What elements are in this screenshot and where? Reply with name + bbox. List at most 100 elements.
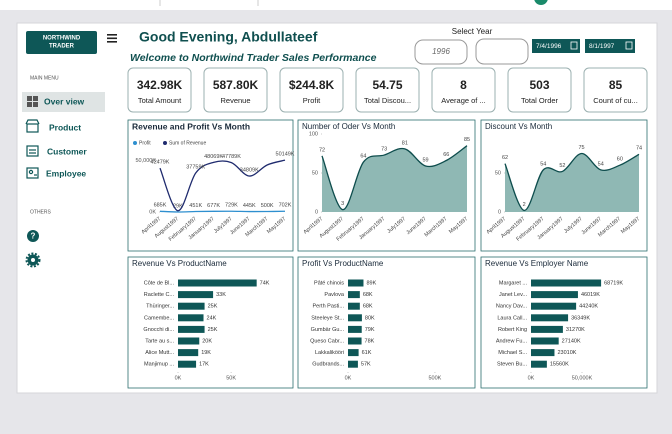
data-label: 68K (363, 304, 373, 310)
y-tick-label: Nancy Dav... (496, 304, 528, 310)
y-tick-label: 0 (315, 209, 318, 215)
y-tick-label: Thüringer... (146, 304, 174, 310)
y-tick-label: Alice Mutt... (145, 350, 174, 356)
data-label: 64 (360, 154, 366, 160)
employee-icon (26, 167, 39, 179)
x-tick-label: 500K (428, 375, 441, 381)
y-tick-label: Robert King (498, 327, 527, 333)
calendar-icon (570, 41, 578, 50)
overview-icon (27, 96, 38, 107)
y-tick-label: Steeleye St... (311, 315, 344, 321)
bar (178, 291, 214, 299)
bar (531, 337, 559, 345)
y-tick-label: Gudbrands... (312, 362, 344, 368)
data-label: 57K (361, 362, 371, 368)
chart-title: Number of Oder Vs Month (302, 122, 395, 131)
bar (531, 291, 578, 299)
section-label: OTHERS (30, 209, 52, 215)
y-tick-label: 50 (495, 170, 501, 176)
data-label: 36349K (571, 315, 590, 321)
data-label: 74K (260, 280, 270, 286)
nav-item[interactable]: Customer (47, 146, 87, 156)
help-icon[interactable]: ? (27, 230, 39, 242)
kpi-label: Total Order (521, 96, 559, 105)
data-label: 78K (365, 338, 375, 344)
nav-item[interactable]: Product (49, 122, 81, 132)
data-label: 75 (579, 145, 585, 151)
logo[interactable] (26, 31, 97, 54)
y-tick-label: Côte de Bl... (144, 280, 175, 286)
y-tick-label: Queso Cabr... (310, 338, 344, 344)
y-tick-label: Margaret ... (499, 280, 528, 286)
data-label: 729K (225, 203, 238, 209)
product-icon (25, 119, 40, 133)
chart-title: Revenue Vs Employer Name (485, 259, 589, 268)
nav-item[interactable]: Employee (46, 168, 86, 178)
y-tick-label: 50 (312, 170, 318, 176)
y-tick-label: Manjimup ... (144, 362, 174, 368)
data-label: 20K (202, 338, 212, 344)
bar (348, 291, 360, 299)
bar (178, 302, 205, 310)
kpi-value: 503 (529, 78, 549, 92)
settings-icon[interactable] (25, 252, 41, 268)
data-label: 25K (208, 327, 218, 333)
kpi-label: Average of ... (441, 96, 485, 105)
kpi-value: 85 (609, 78, 623, 92)
line (159, 210, 286, 213)
kpi-label: Profit (303, 96, 321, 105)
nav-item[interactable]: Over view (44, 96, 85, 106)
data-label: 68719K (604, 280, 623, 286)
menu-toggle[interactable] (107, 34, 117, 43)
greeting: Good Evening, Abdullateef (139, 29, 318, 45)
kpi-label: Revenue (220, 96, 250, 105)
bar (348, 337, 362, 345)
data-label: 85 (464, 137, 470, 143)
data-label: 37759K (186, 164, 205, 170)
data-label: 33K (216, 292, 226, 298)
y-tick-label: 0 (498, 209, 501, 215)
data-label: 27140K (562, 338, 581, 344)
data-label: 80K (365, 315, 375, 321)
nav-active (22, 92, 105, 112)
chart-panel (297, 256, 476, 389)
data-label: 702K (279, 203, 292, 209)
year-input[interactable] (475, 38, 529, 65)
data-label: 89K (366, 280, 376, 286)
y-tick-label: Tarte au s... (145, 338, 174, 344)
bar (178, 325, 205, 333)
bar (348, 314, 362, 322)
data-label: 47789K (222, 154, 241, 160)
date-text: 8/1/1997 (589, 43, 615, 50)
data-label: 17K (199, 362, 209, 368)
y-tick-label: Gnocchi di... (143, 327, 174, 333)
kpi-card (355, 67, 420, 113)
bar (348, 360, 358, 368)
section-label: MAIN MENU (30, 75, 59, 81)
chart-panel (127, 256, 294, 389)
kpi-card (507, 67, 572, 113)
data-label: 2 (523, 202, 526, 208)
data-label: 61K (362, 350, 372, 356)
date-start[interactable] (532, 39, 580, 53)
chart-panel (127, 119, 294, 252)
line (159, 159, 286, 212)
kpi-card (583, 67, 648, 113)
kpi-card (431, 67, 496, 113)
data-label: 60 (617, 157, 623, 163)
data-label: 445K (243, 203, 256, 209)
welcome: Welcome to Northwind Trader Sales Perfor… (130, 52, 377, 64)
year-value: 1996 (432, 47, 450, 56)
data-label: 54 (598, 161, 604, 167)
date-end[interactable] (585, 39, 635, 53)
year-input[interactable] (414, 39, 468, 65)
y-tick-label: Raclette C... (144, 292, 175, 298)
line (321, 145, 468, 211)
y-tick-label: Gumbär Gu... (311, 327, 345, 333)
chart-title: Discount Vs Month (485, 122, 552, 131)
bar (531, 349, 555, 357)
data-label: 23010K (557, 350, 576, 356)
bar (348, 302, 360, 310)
data-label: 54 (540, 161, 546, 167)
kpi-label: Total Amount (138, 96, 182, 105)
